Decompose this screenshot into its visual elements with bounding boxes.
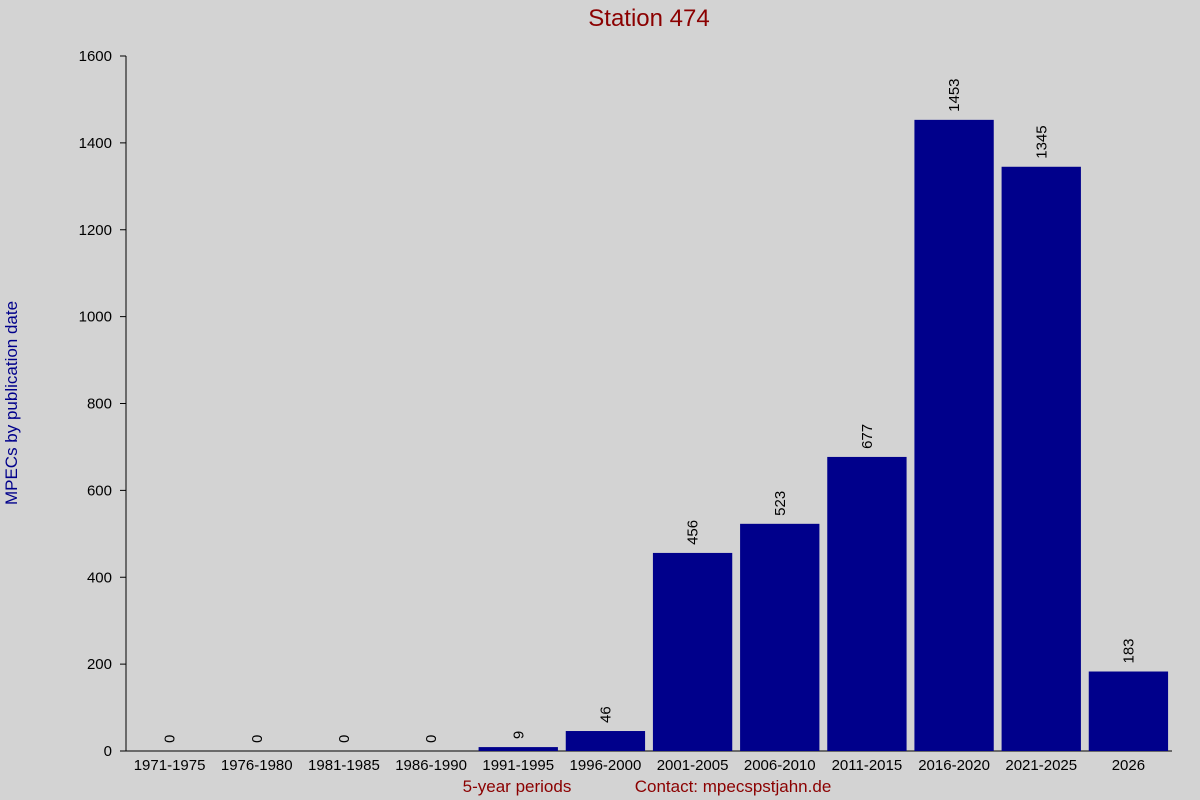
y-tick-label: 0 <box>104 743 112 760</box>
y-tick-label: 1600 <box>79 48 112 65</box>
value-label: 183 <box>1120 638 1137 663</box>
bar <box>1001 166 1081 751</box>
value-label: 456 <box>685 520 702 545</box>
y-tick-label: 600 <box>87 482 112 499</box>
bar <box>827 456 907 751</box>
value-label: 1453 <box>946 78 963 111</box>
x-tick-label: 1976-1980 <box>221 757 293 774</box>
x-tick-label: 1971-1975 <box>134 757 206 774</box>
bar <box>478 747 558 751</box>
contact: Contact: mpecspstjahn.de <box>635 777 832 796</box>
value-label: 46 <box>597 706 614 723</box>
value-label: 523 <box>772 491 789 516</box>
x-axis-label: 5-year periods <box>463 777 572 796</box>
value-label: 0 <box>249 735 266 743</box>
x-tick-label: 1981-1985 <box>308 757 380 774</box>
y-tick-label: 400 <box>87 569 112 586</box>
x-tick-label: 2026 <box>1112 757 1145 774</box>
y-tick-label: 1000 <box>79 309 112 326</box>
bar <box>565 731 646 751</box>
bar <box>1088 671 1169 751</box>
y-tick-label: 800 <box>87 396 112 413</box>
x-tick-label: 2016-2020 <box>918 757 990 774</box>
y-axis-label: MPECs by publication date <box>2 301 21 505</box>
value-label: 9 <box>510 731 527 739</box>
bar <box>914 119 994 751</box>
chart-title: Station 474 <box>588 5 709 32</box>
bar <box>652 552 733 751</box>
bar <box>740 523 820 751</box>
y-tick-label: 1200 <box>79 222 112 239</box>
x-tick-label: 2006-2010 <box>744 757 816 774</box>
x-tick-label: 2021-2025 <box>1005 757 1077 774</box>
value-label: 677 <box>859 424 876 449</box>
y-tick-label: 1400 <box>79 135 112 152</box>
value-label: 0 <box>336 735 353 743</box>
x-tick-label: 1996-2000 <box>570 757 642 774</box>
value-label: 1345 <box>1033 125 1050 158</box>
value-label: 0 <box>423 735 440 743</box>
value-label: 0 <box>162 735 179 743</box>
x-tick-label: 2001-2005 <box>657 757 729 774</box>
y-tick-label: 200 <box>87 656 112 673</box>
x-tick-label: 2011-2015 <box>832 757 903 774</box>
x-tick-label: 1986-1990 <box>395 757 467 774</box>
x-tick-label: 1991-1995 <box>482 757 554 774</box>
